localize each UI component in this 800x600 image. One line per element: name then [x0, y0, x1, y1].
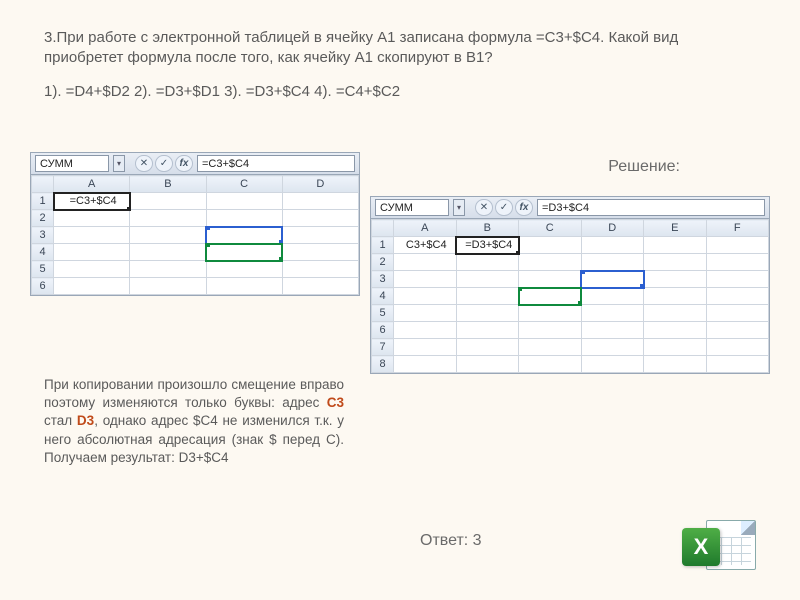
cell[interactable] [130, 193, 206, 210]
col-header-b[interactable]: B [456, 220, 519, 237]
formula-input[interactable]: =C3+$C4 [197, 155, 355, 172]
answer-options: 1). =D4+$D2 2). =D3+$D1 3). =D3+$C4 4). … [44, 83, 756, 100]
select-all-corner[interactable] [32, 176, 54, 193]
col-header-c[interactable]: C [206, 176, 282, 193]
row-header[interactable]: 6 [372, 322, 394, 339]
spreadsheet-after: СУММ ▾ ✕ ✓ fx =D3+$C4 A B C D E F 1 C3+$… [370, 196, 770, 374]
spreadsheet-before: СУММ ▾ ✕ ✓ fx =C3+$C4 A B C D 1 =C3+$C4 … [30, 152, 360, 296]
row-header[interactable]: 5 [32, 261, 54, 278]
col-header-a[interactable]: A [54, 176, 130, 193]
name-box-dropdown[interactable]: ▾ [113, 155, 125, 172]
cell-c3-ref[interactable] [206, 227, 282, 244]
row-header[interactable]: 4 [372, 288, 394, 305]
cell-c4-ref[interactable] [206, 244, 282, 261]
cells-grid[interactable]: A B C D 1 =C3+$C4 2 3 4 5 6 [31, 175, 359, 295]
col-header-d[interactable]: D [581, 220, 644, 237]
row-header[interactable]: 6 [32, 278, 54, 295]
row-header[interactable]: 2 [32, 210, 54, 227]
col-header-e[interactable]: E [644, 220, 707, 237]
name-box-dropdown[interactable]: ▾ [453, 199, 465, 216]
cell[interactable] [282, 193, 358, 210]
formula-bar: СУММ ▾ ✕ ✓ fx =D3+$C4 [371, 197, 769, 219]
cells-grid[interactable]: A B C D E F 1 C3+$C4 =D3+$C4 2 3 4 5 6 7… [371, 219, 769, 373]
col-header-b[interactable]: B [130, 176, 206, 193]
formula-bar: СУММ ▾ ✕ ✓ fx =C3+$C4 [31, 153, 359, 175]
cell-d3-ref[interactable] [581, 271, 644, 288]
final-answer: Ответ: 3 [420, 532, 482, 550]
col-header-c[interactable]: C [519, 220, 582, 237]
col-header-d[interactable]: D [282, 176, 358, 193]
fx-icon[interactable]: fx [515, 199, 533, 216]
cancel-icon[interactable]: ✕ [475, 199, 493, 216]
row-header[interactable]: 7 [372, 339, 394, 356]
cell-a1[interactable]: C3+$C4 [394, 237, 457, 254]
cell[interactable] [206, 193, 282, 210]
fx-icon[interactable]: fx [175, 155, 193, 172]
cell[interactable] [519, 237, 582, 254]
question-text: 3.При работе с электронной таблицей в яч… [44, 28, 756, 69]
row-header[interactable]: 8 [372, 356, 394, 373]
row-header[interactable]: 4 [32, 244, 54, 261]
confirm-icon[interactable]: ✓ [495, 199, 513, 216]
cell-c4-ref[interactable] [519, 288, 582, 305]
name-box[interactable]: СУММ [35, 155, 109, 172]
row-header[interactable]: 5 [372, 305, 394, 322]
name-box[interactable]: СУММ [375, 199, 449, 216]
confirm-icon[interactable]: ✓ [155, 155, 173, 172]
col-header-f[interactable]: F [706, 220, 769, 237]
row-header[interactable]: 1 [32, 193, 54, 210]
col-header-a[interactable]: A [394, 220, 457, 237]
solution-heading: Решение: [608, 158, 680, 176]
row-header[interactable]: 3 [32, 227, 54, 244]
select-all-corner[interactable] [372, 220, 394, 237]
row-header[interactable]: 1 [372, 237, 394, 254]
row-header[interactable]: 3 [372, 271, 394, 288]
explanation-text: При копировании произошло смещение вправ… [44, 376, 344, 467]
cancel-icon[interactable]: ✕ [135, 155, 153, 172]
cell-a1[interactable]: =C3+$C4 [54, 193, 130, 210]
row-header[interactable]: 2 [372, 254, 394, 271]
cell-b1[interactable]: =D3+$C4 [456, 237, 519, 254]
excel-logo-icon: X [682, 514, 756, 574]
formula-input[interactable]: =D3+$C4 [537, 199, 765, 216]
